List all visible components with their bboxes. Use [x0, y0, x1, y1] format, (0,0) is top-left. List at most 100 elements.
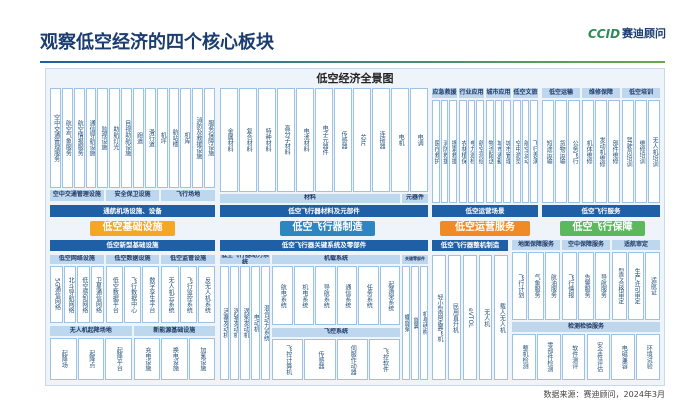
group-head: 低空运输	[542, 88, 580, 98]
item-box: 软件测评	[561, 334, 586, 380]
item-box: 电池材料	[296, 88, 314, 192]
item-box: 通信导航设施	[85, 88, 97, 188]
group-head: 低空数据设施	[105, 255, 160, 264]
main-bar: 低空飞行器材料及元部件	[220, 205, 428, 217]
item-box: 机电系统	[293, 266, 314, 325]
item-box: 监视设施	[97, 88, 109, 188]
item-box: 目视助航设施	[121, 88, 132, 188]
item-box: 无人机培训	[648, 100, 660, 203]
group-head: 应急救援	[432, 88, 457, 98]
item-box: 公务飞行	[568, 100, 580, 203]
item-box: 适航证	[644, 252, 660, 320]
main-bar: 低空运营场景	[432, 205, 538, 217]
item-box: 物流配送	[486, 100, 494, 203]
item-box: 卫星通信网络	[91, 266, 104, 323]
group-head: 检测检验服务	[512, 322, 660, 332]
group-head: 适航审定	[612, 240, 660, 250]
item-box: 城市通勤	[494, 100, 503, 203]
item-box: 换电设施	[161, 338, 188, 380]
sub-bar: 元器件	[402, 194, 428, 203]
item-box: 低空数据平台	[105, 266, 123, 323]
group-head: 低空飞行器动力系统	[220, 255, 270, 264]
item-box: eVTOL	[463, 255, 477, 380]
sub-bar: 安全保卫设施	[105, 190, 160, 201]
item-box: 机坪	[156, 88, 168, 188]
group-head: 地面保障服务	[512, 240, 560, 250]
item-box: 机身结构	[420, 266, 428, 380]
item-box: 部件维修	[608, 100, 620, 203]
logo: CCID	[588, 26, 621, 41]
item-box: 告警服务	[578, 252, 594, 320]
item-box: 民用直升机	[447, 255, 462, 380]
item-box: 5G通信网络	[50, 266, 63, 323]
item-box: 低空感知网络	[77, 266, 90, 323]
item-box: 气象服务	[528, 252, 544, 320]
group-head: 机载系统	[272, 255, 400, 264]
item-box: 涡轴发动机	[230, 266, 240, 380]
section-label: 低空飞行器制造	[280, 221, 375, 236]
item-box: 高分子材料	[277, 88, 295, 192]
logo-name: 赛迪顾问	[622, 27, 666, 41]
item-box: 起落架系统	[379, 266, 400, 325]
group-head: 飞控系统	[272, 328, 400, 337]
group-head: 空中保障服务	[562, 240, 610, 250]
sub-bar: 空中交通管理设施	[50, 190, 104, 201]
group-head: 低空监管设施	[161, 255, 215, 264]
sub-bar: 飞行场地	[161, 190, 215, 201]
group-head: 新能源基础设施	[133, 326, 215, 336]
main-bar: 通航机场设施、设备	[50, 205, 215, 217]
item-box: 医疗救护	[432, 100, 440, 203]
item-box: 飞行情报	[562, 252, 578, 320]
item-box: 机库	[180, 88, 192, 188]
item-box: 零部件检测	[536, 334, 561, 380]
item-box: 芯片	[353, 88, 371, 192]
main-bar: 低空新型基础设施	[50, 240, 215, 251]
item-box: 起降点	[77, 338, 104, 380]
item-box: 航站楼	[168, 88, 180, 188]
item-box: 机体维修	[582, 100, 594, 203]
item-box: 航空情报服务	[73, 88, 85, 188]
item-box: 通信系统	[336, 266, 357, 325]
item-box: 驾驶员培训	[622, 100, 634, 203]
item-box: 消防及救援设施	[192, 88, 204, 188]
item-box: 飞行计划	[512, 252, 528, 320]
item-box: 搜索救援	[449, 100, 457, 203]
item-box: 活塞发动机	[220, 266, 230, 380]
item-box: 飞行监控系统	[179, 266, 197, 323]
item-box: 电动机	[250, 266, 260, 380]
item-box: 跑道	[133, 88, 144, 188]
item-box: 轻小型固定翼飞机	[432, 255, 446, 380]
item-box: 航空运动	[521, 100, 530, 203]
item-box: 加氢设施	[188, 338, 215, 380]
item-box: 城市管理	[503, 100, 511, 203]
section-label: 低空基础设施	[90, 221, 175, 236]
section-label: 低空飞行保障	[560, 221, 645, 236]
item-box: 北斗导航网络	[63, 266, 77, 323]
group-head: 低空文旅	[513, 88, 538, 98]
group-head: 城市应用	[486, 88, 511, 98]
item-box: 环境试验	[636, 334, 660, 380]
item-box: 混合动力系统	[260, 266, 270, 380]
item-box: 空中游览	[513, 100, 521, 203]
group-head: 低空培训	[622, 88, 660, 98]
item-box: 导航服务	[594, 252, 610, 320]
item-box: 旋翼	[411, 266, 419, 380]
main-bar: 低空飞行服务	[542, 205, 660, 217]
group-head: 行业应用	[459, 88, 484, 98]
item-box: 起降平台	[105, 338, 132, 380]
item-box: 传感器	[304, 339, 336, 380]
item-box: 安全性评估	[586, 334, 611, 380]
item-box: 航油服务	[544, 252, 560, 320]
item-box: 货物运输	[555, 100, 567, 203]
item-box: 电机	[391, 88, 409, 192]
item-box: 航空测绘	[476, 100, 484, 203]
item-box: 短途运输	[542, 100, 554, 203]
item-box: 无人机	[478, 255, 493, 380]
item-box: 反无人机系统	[197, 266, 215, 323]
item-box: 飞行表演	[530, 100, 538, 203]
item-box: 充电设施	[133, 338, 160, 380]
item-box: 传感器	[334, 88, 352, 192]
item-box: 生产许可审定	[628, 252, 644, 320]
item-box: 螺旋桨	[402, 266, 410, 380]
item-box: 农林植保	[459, 100, 467, 203]
